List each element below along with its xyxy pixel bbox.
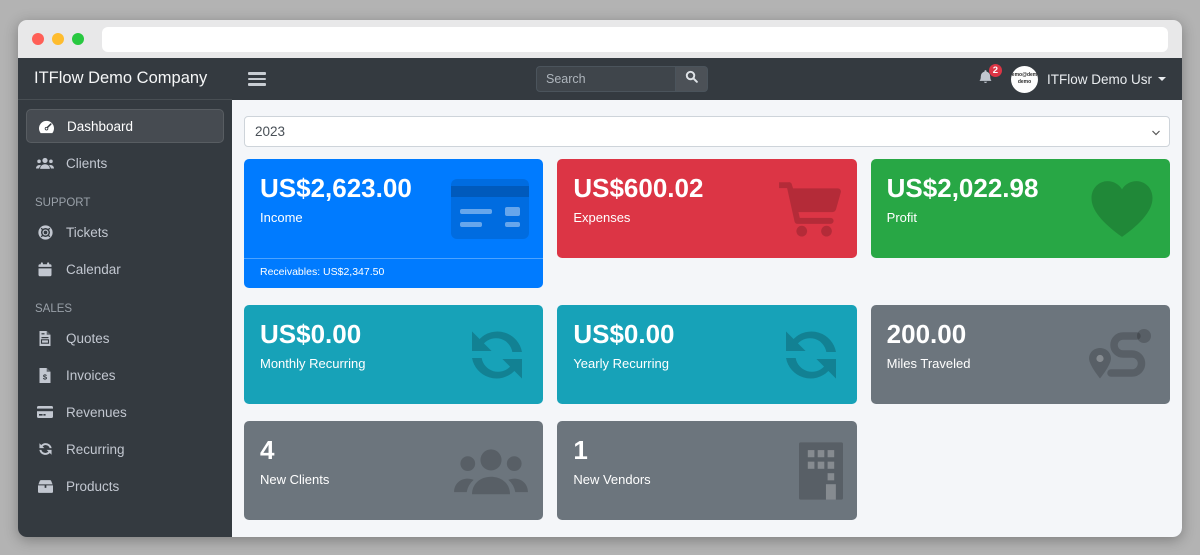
card-label: Profit <box>886 209 917 225</box>
card-value: US$0.00 <box>573 319 675 349</box>
url-bar[interactable] <box>102 26 1168 52</box>
sync-icon <box>465 326 529 384</box>
profit-card[interactable]: US$2,022.98 Profit <box>870 159 1170 258</box>
sidebar-item-recurring[interactable]: Recurring <box>26 432 224 466</box>
heart-icon <box>1088 179 1156 239</box>
search-button[interactable] <box>676 66 708 92</box>
app-shell: ITFlow Demo Company Dashboard Clients <box>18 58 1182 537</box>
new-clients-card[interactable]: 4 New Clients <box>244 421 544 520</box>
maximize-window-button[interactable] <box>72 33 84 45</box>
sidebar-item-quotes[interactable]: Quotes <box>26 321 224 355</box>
card-label: New Vendors <box>573 471 651 487</box>
credit-card-icon <box>35 406 55 418</box>
search-input[interactable] <box>536 66 676 92</box>
card-value: US$2,623.00 <box>260 173 412 203</box>
users-icon <box>453 445 529 497</box>
sidebar-item-label: Recurring <box>66 441 125 457</box>
sidebar-item-label: Products <box>66 478 120 494</box>
sidebar-item-label: Tickets <box>66 224 109 240</box>
sync-icon <box>35 442 55 456</box>
card-value: 1 <box>573 435 588 465</box>
svg-text:$: $ <box>43 372 48 381</box>
tachometer-icon <box>36 119 56 134</box>
sidebar-item-label: Dashboard <box>67 118 134 134</box>
user-menu[interactable]: ITFlow Demo Usr <box>1047 71 1167 87</box>
avatar-text: demo <box>1017 79 1032 85</box>
avatar-text: demo@demo <box>1011 72 1038 78</box>
user-name-label: ITFlow Demo Usr <box>1047 71 1153 87</box>
sidebar-item-label: Revenues <box>66 404 127 420</box>
sidebar-item-products[interactable]: Products <box>26 469 224 503</box>
browser-window: ITFlow Demo Company Dashboard Clients <box>18 20 1182 537</box>
sidebar-item-label: Quotes <box>66 330 110 346</box>
file-invoice-icon <box>35 330 55 346</box>
sync-icon <box>779 326 843 384</box>
bell-icon <box>978 69 993 89</box>
card-label: New Clients <box>260 471 330 487</box>
stat-cards-grid: US$2,623.00 Income Receivables: US$2,347… <box>244 159 1170 520</box>
card-value: US$0.00 <box>260 319 362 349</box>
miles-traveled-card[interactable]: 200.00 Miles Traveled <box>870 305 1170 404</box>
expenses-card[interactable]: US$600.02 Expenses <box>557 159 857 258</box>
sidebar-item-label: Clients <box>66 155 108 171</box>
card-value: 4 <box>260 435 275 465</box>
card-value: US$2,022.98 <box>886 173 1039 203</box>
sidebar-item-dashboard[interactable]: Dashboard <box>26 109 224 143</box>
card-label: Income <box>260 209 303 225</box>
sidebar-section-sales: SALES <box>35 303 73 315</box>
notifications-button[interactable]: 2 <box>978 63 1002 90</box>
building-icon <box>798 441 843 500</box>
search-group <box>536 66 708 92</box>
sidebar: ITFlow Demo Company Dashboard Clients <box>18 58 232 537</box>
browser-titlebar <box>18 20 1182 58</box>
main-column: 2 demo@demo demo ITFlow Demo Usr <box>232 58 1182 537</box>
topbar: 2 demo@demo demo ITFlow Demo Usr <box>232 58 1182 100</box>
close-window-button[interactable] <box>32 33 44 45</box>
box-icon <box>35 479 55 493</box>
sidebar-item-tickets[interactable]: Tickets <box>26 215 224 249</box>
brand-title: ITFlow Demo Company <box>18 58 232 100</box>
yearly-recurring-card[interactable]: US$0.00 Yearly Recurring <box>557 305 857 404</box>
sidebar-item-calendar[interactable]: Calendar <box>26 252 224 286</box>
sidebar-item-revenues[interactable]: Revenues <box>26 395 224 429</box>
life-ring-icon <box>35 224 55 240</box>
card-value: 200.00 <box>886 319 967 349</box>
year-select[interactable]: 2023 <box>244 116 1170 147</box>
minimize-window-button[interactable] <box>52 33 64 45</box>
dashboard-content: 2023 US$2,623.00 Income <box>232 100 1182 537</box>
search-icon <box>685 70 698 88</box>
card-label: Yearly Recurring <box>573 355 669 371</box>
users-icon <box>35 157 55 170</box>
new-vendors-card[interactable]: 1 New Vendors <box>557 421 857 520</box>
notification-count-badge: 2 <box>988 63 1002 77</box>
topbar-right: 2 demo@demo demo ITFlow Demo Usr <box>978 63 1167 93</box>
card-value: US$600.02 <box>573 173 704 203</box>
sidebar-item-label: Invoices <box>66 367 116 383</box>
sidebar-item-label: Calendar <box>66 261 121 277</box>
route-icon <box>1086 326 1156 384</box>
credit-card-icon <box>451 178 530 239</box>
sidebar-item-clients[interactable]: Clients <box>26 146 224 180</box>
card-footer: Receivables: US$2,347.50 <box>244 258 544 288</box>
income-card[interactable]: US$2,623.00 Income Receivables: US$2,347… <box>244 159 544 288</box>
sidebar-section-support: SUPPORT <box>35 197 91 209</box>
card-label: Miles Traveled <box>886 355 971 371</box>
monthly-recurring-card[interactable]: US$0.00 Monthly Recurring <box>244 305 544 404</box>
sidebar-item-invoices[interactable]: $ Invoices <box>26 358 224 392</box>
sidebar-nav: Dashboard Clients SUPPORT Tickets <box>18 100 232 515</box>
hamburger-menu-icon[interactable] <box>248 72 266 86</box>
card-label: Expenses <box>573 209 631 225</box>
file-invoice-dollar-icon: $ <box>35 367 55 383</box>
calendar-icon <box>35 261 55 277</box>
shopping-cart-icon <box>777 180 843 238</box>
chevron-down-icon <box>1158 77 1167 81</box>
user-avatar[interactable]: demo@demo demo <box>1011 65 1038 93</box>
card-label: Monthly Recurring <box>260 355 366 371</box>
